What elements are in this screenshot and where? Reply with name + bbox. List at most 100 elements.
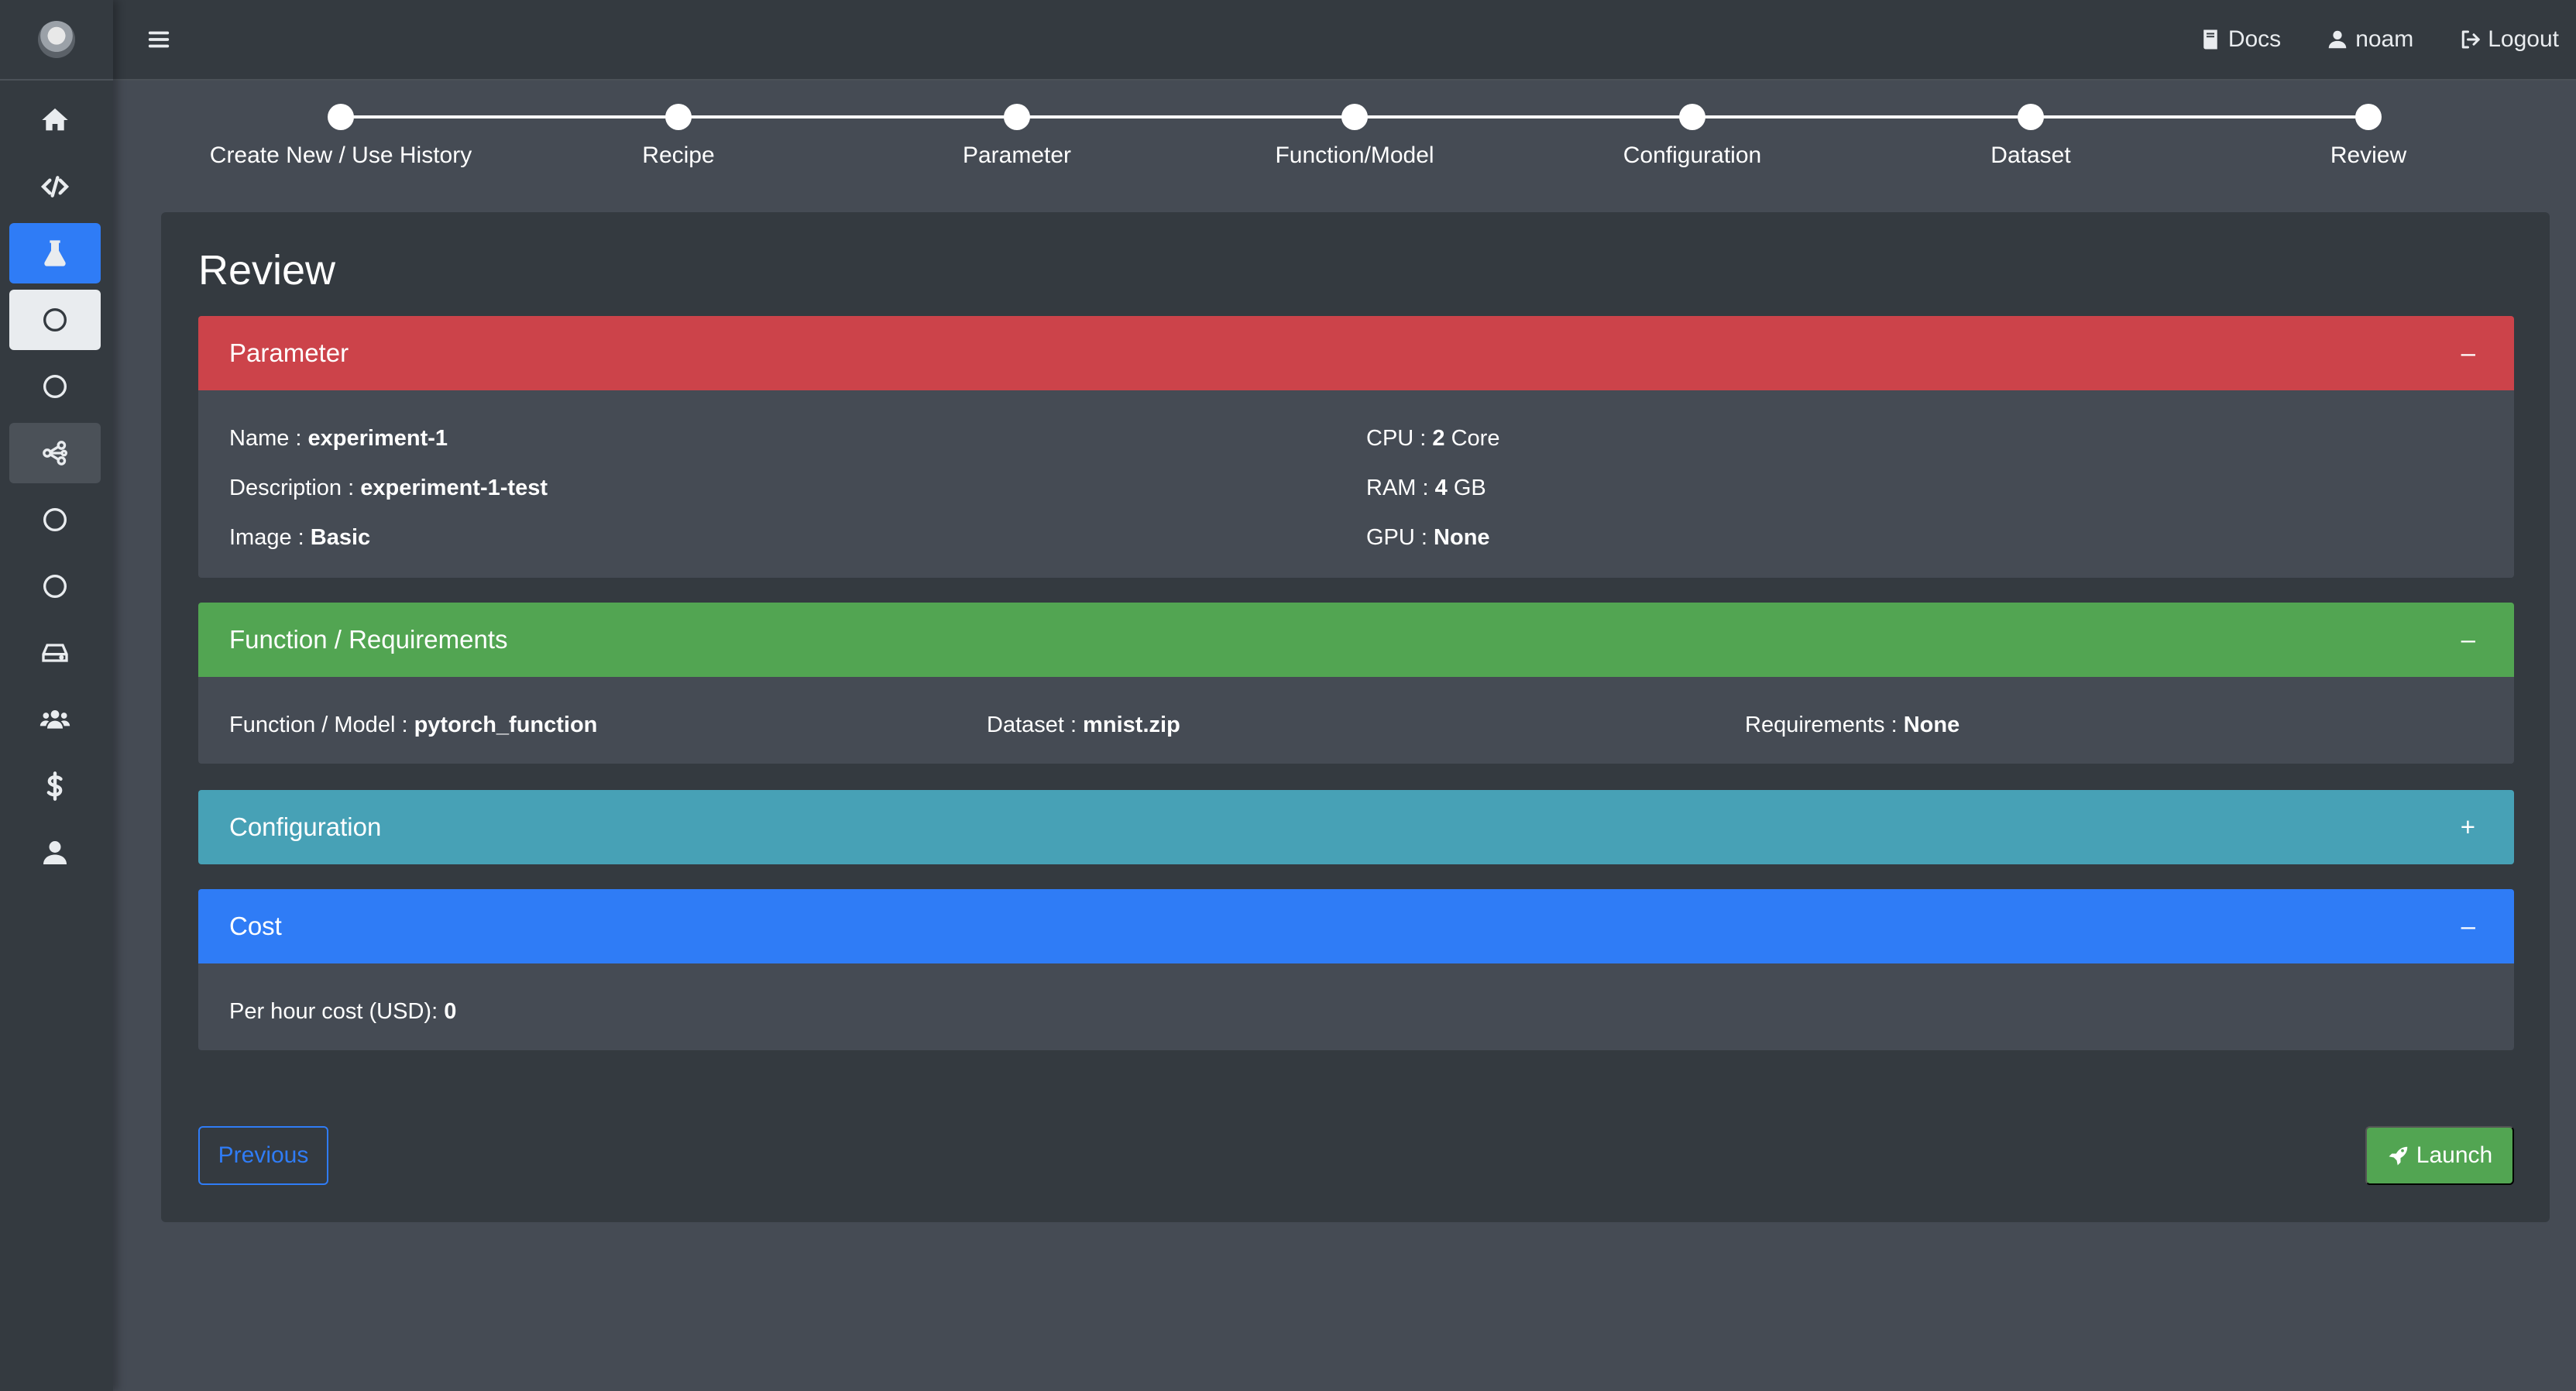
step-dot (2355, 104, 2382, 130)
parameter-panel-title: Parameter (229, 338, 349, 367)
top-bar: Docs noam Logout (113, 0, 2576, 81)
image-value: Basic (310, 525, 371, 550)
review-card: Review Parameter – Name : experiment-1 D… (161, 212, 2550, 1222)
per-hour-cost-label: Per hour cost (USD): (229, 999, 438, 1024)
code-icon (40, 176, 70, 197)
sidebar-item-code[interactable] (9, 156, 101, 217)
description-value: experiment-1-test (360, 476, 548, 500)
sidebar-item-circle-3[interactable] (9, 489, 101, 550)
step-label: Dataset (1990, 143, 2071, 168)
ram-label: RAM : (1366, 476, 1429, 500)
function-model-field: Function / Model : pytorch_function (229, 713, 597, 738)
previous-button[interactable]: Previous (198, 1126, 328, 1185)
hamburger-icon (148, 31, 170, 48)
share-nodes-icon (43, 441, 67, 465)
sidebar-item-circle-2[interactable] (9, 356, 101, 417)
collapse-icon[interactable]: – (2461, 625, 2475, 654)
collapse-icon[interactable]: – (2461, 912, 2475, 940)
cpu-field: CPU : 2 Core (1366, 426, 1499, 452)
description-field: Description : experiment-1-test (229, 476, 548, 501)
sidebar-item-billing[interactable] (9, 756, 101, 816)
circle-icon (43, 575, 67, 598)
step-label: Create New / Use History (209, 143, 472, 168)
per-hour-cost-value: 0 (444, 999, 457, 1024)
menu-toggle-button[interactable] (146, 25, 175, 54)
user-icon (43, 841, 67, 864)
user-name-label: noam (2355, 26, 2414, 52)
cost-panel-header[interactable]: Cost – (198, 889, 2514, 963)
gpu-label: GPU : (1366, 525, 1427, 550)
step-function-model[interactable]: Function/Model (1200, 104, 1510, 169)
page-title: Review (198, 247, 336, 294)
collapse-icon[interactable]: – (2461, 338, 2475, 367)
step-dot (665, 104, 692, 130)
function-panel-header[interactable]: Function / Requirements – (198, 603, 2514, 677)
function-model-label: Function / Model : (229, 713, 408, 737)
sidebar-item-experiment[interactable] (9, 223, 101, 283)
function-panel-title: Function / Requirements (229, 625, 508, 654)
requirements-field: Requirements : None (1745, 713, 1959, 738)
step-parameter[interactable]: Parameter (862, 104, 1172, 169)
step-label: Function/Model (1275, 143, 1434, 168)
function-panel: Function / Requirements – Function / Mod… (198, 603, 2514, 764)
ram-field: RAM : 4 GB (1366, 476, 1486, 501)
cost-panel-body: Per hour cost (USD): 0 (198, 963, 2514, 1050)
users-icon (39, 710, 70, 729)
cpu-unit: Core (1451, 426, 1500, 451)
step-dot (2018, 104, 2044, 130)
dataset-field: Dataset : mnist.zip (987, 713, 1180, 738)
step-label: Parameter (962, 143, 1072, 168)
parameter-panel: Parameter – Name : experiment-1 Descript… (198, 316, 2514, 578)
book-icon (2203, 29, 2217, 50)
step-configuration[interactable]: Configuration (1537, 104, 1847, 169)
sidebar-item-team[interactable] (9, 689, 101, 750)
gpu-field: GPU : None (1366, 525, 1490, 551)
sidebar-item-storage[interactable] (9, 623, 101, 683)
sidebar-item-pipeline[interactable] (9, 423, 101, 483)
docs-label: Docs (2227, 26, 2282, 52)
step-label: Configuration (1623, 143, 1762, 168)
step-label: Recipe (642, 143, 715, 168)
step-recipe[interactable]: Recipe (524, 104, 833, 169)
name-label: Name : (229, 426, 302, 451)
sidebar-item-profile[interactable] (9, 823, 101, 883)
circle-icon (43, 508, 67, 531)
user-icon (2328, 30, 2347, 49)
dollar-icon (46, 771, 63, 801)
sidebar-item-circle-1[interactable] (9, 290, 101, 350)
name-field: Name : experiment-1 (229, 426, 448, 452)
step-dataset[interactable]: Dataset (1876, 104, 2186, 169)
sidebar-item-circle-4[interactable] (9, 556, 101, 617)
sidebar-item-home[interactable] (9, 90, 101, 150)
ram-value: 4 (1434, 476, 1448, 500)
user-menu[interactable]: noam (2326, 26, 2413, 53)
step-dot (1004, 104, 1030, 130)
dataset-value: mnist.zip (1083, 713, 1180, 737)
per-hour-cost-field: Per hour cost (USD): 0 (229, 999, 456, 1025)
docs-link[interactable]: Docs (2199, 26, 2281, 53)
cpu-value: 2 (1432, 426, 1445, 451)
hard-drive-icon (42, 644, 68, 662)
step-create-new[interactable]: Create New / Use History (186, 104, 496, 169)
flask-icon (44, 240, 66, 266)
logout-link[interactable]: Logout (2458, 26, 2559, 53)
app-logo[interactable] (38, 21, 75, 58)
step-dot (1341, 104, 1368, 130)
requirements-label: Requirements : (1745, 713, 1898, 737)
home-icon (42, 108, 68, 131)
function-panel-body: Function / Model : pytorch_function Data… (198, 677, 2514, 764)
step-dot (1679, 104, 1705, 130)
cost-panel: Cost – Per hour cost (USD): 0 (198, 889, 2514, 1050)
parameter-panel-header[interactable]: Parameter – (198, 316, 2514, 390)
step-review[interactable]: Review (2214, 104, 2523, 169)
image-field: Image : Basic (229, 525, 370, 551)
ram-unit: GB (1453, 476, 1486, 500)
expand-icon[interactable]: + (2460, 812, 2475, 841)
launch-button[interactable]: Launch (2365, 1126, 2514, 1185)
wizard-stepper: Create New / Use History Recipe Paramete… (113, 81, 2576, 212)
requirements-value: None (1903, 713, 1960, 737)
configuration-panel-header[interactable]: Configuration + (198, 790, 2514, 864)
cost-panel-title: Cost (229, 912, 282, 940)
cpu-label: CPU : (1366, 426, 1427, 451)
launch-label: Launch (2416, 1142, 2493, 1168)
